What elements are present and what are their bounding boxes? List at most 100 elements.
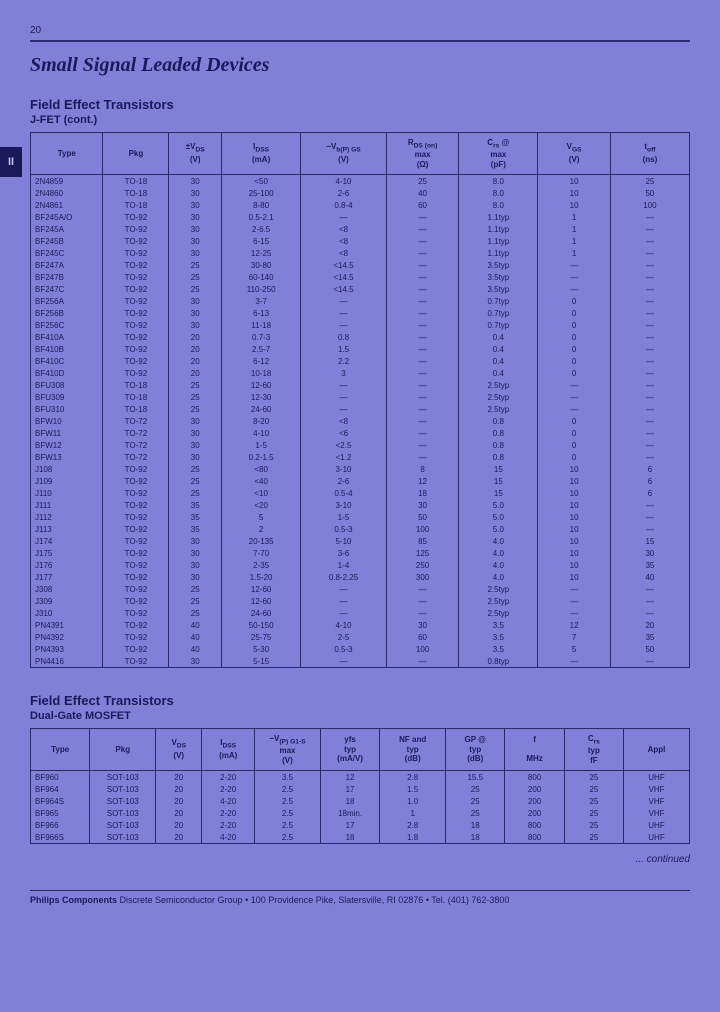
table-cell: <1.2 bbox=[301, 451, 387, 463]
table-cell: 18 bbox=[320, 831, 379, 844]
table-cell: TO-92 bbox=[103, 223, 169, 235]
table-cell: TO-18 bbox=[103, 391, 169, 403]
table-cell: 3.5 bbox=[459, 643, 538, 655]
table-cell: 25 bbox=[169, 271, 222, 283]
table-cell: 25 bbox=[169, 487, 222, 499]
table-cell: 3-10 bbox=[301, 499, 387, 511]
table-cell: 30 bbox=[169, 175, 222, 188]
table-row: J309TO-922512-60——2.5typ—— bbox=[31, 595, 690, 607]
table-cell: 5 bbox=[538, 643, 610, 655]
table-row: BF256CTO-923011-18——0.7typ0— bbox=[31, 319, 690, 331]
table-cell: TO-92 bbox=[103, 595, 169, 607]
table-cell: 3.5 bbox=[459, 619, 538, 631]
table-cell: — bbox=[610, 607, 689, 619]
table-cell: <6 bbox=[301, 427, 387, 439]
table-row: BFW11TO-72304-10<6—0.80— bbox=[31, 427, 690, 439]
table-cell: TO-18 bbox=[103, 379, 169, 391]
table-cell: BF966S bbox=[31, 831, 90, 844]
table-cell: 25 bbox=[564, 795, 623, 807]
table-cell: 30 bbox=[169, 187, 222, 199]
table-cell: 5.0 bbox=[459, 499, 538, 511]
table-cell: BF256B bbox=[31, 307, 103, 319]
table-cell: 25 bbox=[169, 283, 222, 295]
table-cell: 30 bbox=[169, 559, 222, 571]
table-cell: 25 bbox=[169, 463, 222, 475]
table-cell: <14.5 bbox=[301, 259, 387, 271]
table-cell: 2-20 bbox=[202, 807, 255, 819]
table-cell: TO-92 bbox=[103, 511, 169, 523]
table-cell: 0.8 bbox=[459, 451, 538, 463]
table-cell: TO-92 bbox=[103, 535, 169, 547]
table-cell: 2.5typ bbox=[459, 583, 538, 595]
table-cell: 1-4 bbox=[301, 559, 387, 571]
table-cell: 3 bbox=[301, 367, 387, 379]
table-cell: BFU308 bbox=[31, 379, 103, 391]
table-row: BF247BTO-922560-140<14.5—3.5typ—— bbox=[31, 271, 690, 283]
table-cell: 2-20 bbox=[202, 819, 255, 831]
table-cell: PN4416 bbox=[31, 655, 103, 668]
table-row: J308TO-922512-60——2.5typ—— bbox=[31, 583, 690, 595]
table-cell: 30-80 bbox=[222, 259, 301, 271]
table-cell: — bbox=[610, 283, 689, 295]
table-cell: 35 bbox=[169, 499, 222, 511]
footer-bold: Philips Components bbox=[30, 895, 117, 905]
table-row: BFU308TO-182512-60——2.5typ—— bbox=[31, 379, 690, 391]
table-cell: 30 bbox=[169, 223, 222, 235]
table-cell: TO-92 bbox=[103, 583, 169, 595]
table-cell: VHF bbox=[624, 807, 690, 819]
table-cell: — bbox=[386, 391, 458, 403]
table-cell: TO-92 bbox=[103, 547, 169, 559]
col-header: GP @typ(dB) bbox=[446, 729, 505, 771]
table-cell: TO-92 bbox=[103, 631, 169, 643]
table-cell: 2-5 bbox=[301, 631, 387, 643]
table-cell: 2.5 bbox=[255, 783, 321, 795]
table-cell: 0.4 bbox=[459, 355, 538, 367]
table-row: BF964SOT-103202-202.5171.52520025VHF bbox=[31, 783, 690, 795]
table-cell: SOT-103 bbox=[90, 783, 156, 795]
table-cell: — bbox=[386, 247, 458, 259]
table-row: J112TO-923551-5505.010— bbox=[31, 511, 690, 523]
table-row: BF966SOT-103202-202.5172.81880025UHF bbox=[31, 819, 690, 831]
table-cell: 18 bbox=[446, 831, 505, 844]
table-cell: 12 bbox=[386, 475, 458, 487]
table-cell: 20 bbox=[169, 331, 222, 343]
table-cell: J309 bbox=[31, 595, 103, 607]
table-cell: BF247A bbox=[31, 259, 103, 271]
table-row: BF245ATO-92302-6.5<8—1.1typ1— bbox=[31, 223, 690, 235]
table-cell: TO-92 bbox=[103, 559, 169, 571]
table-cell: 1 bbox=[538, 211, 610, 223]
table-cell: 2 bbox=[222, 523, 301, 535]
table-cell: — bbox=[610, 343, 689, 355]
continued-text: ... continued bbox=[30, 854, 690, 865]
table-cell: 2-6.5 bbox=[222, 223, 301, 235]
table-cell: 3-6 bbox=[301, 547, 387, 559]
table-cell: TO-92 bbox=[103, 463, 169, 475]
table-cell: 2.5-7 bbox=[222, 343, 301, 355]
table-cell: — bbox=[610, 295, 689, 307]
table-cell: <50 bbox=[222, 175, 301, 188]
table-cell: 30 bbox=[610, 547, 689, 559]
table-cell: TO-92 bbox=[103, 355, 169, 367]
table-cell: — bbox=[301, 607, 387, 619]
table-cell: 17 bbox=[320, 819, 379, 831]
table-cell: J310 bbox=[31, 607, 103, 619]
table-cell: 110-250 bbox=[222, 283, 301, 295]
table-cell: 20 bbox=[610, 619, 689, 631]
table-cell: 5-10 bbox=[301, 535, 387, 547]
table-cell: SOT-103 bbox=[90, 807, 156, 819]
table-cell: 2N4859 bbox=[31, 175, 103, 188]
table-cell: BF965 bbox=[31, 807, 90, 819]
table-cell: 7 bbox=[538, 631, 610, 643]
table-cell: 7-70 bbox=[222, 547, 301, 559]
table-cell: J109 bbox=[31, 475, 103, 487]
table-row: J174TO-923020-1355-10854.01015 bbox=[31, 535, 690, 547]
table-cell: 300 bbox=[386, 571, 458, 583]
table-cell: 0 bbox=[538, 439, 610, 451]
table-cell: — bbox=[386, 211, 458, 223]
table-cell: 1 bbox=[380, 807, 446, 819]
table-cell: — bbox=[610, 451, 689, 463]
table-row: PN4393TO-92405-300.5-31003.5550 bbox=[31, 643, 690, 655]
table-cell: — bbox=[386, 595, 458, 607]
table-cell: 30 bbox=[169, 427, 222, 439]
table-cell: 8-80 bbox=[222, 199, 301, 211]
